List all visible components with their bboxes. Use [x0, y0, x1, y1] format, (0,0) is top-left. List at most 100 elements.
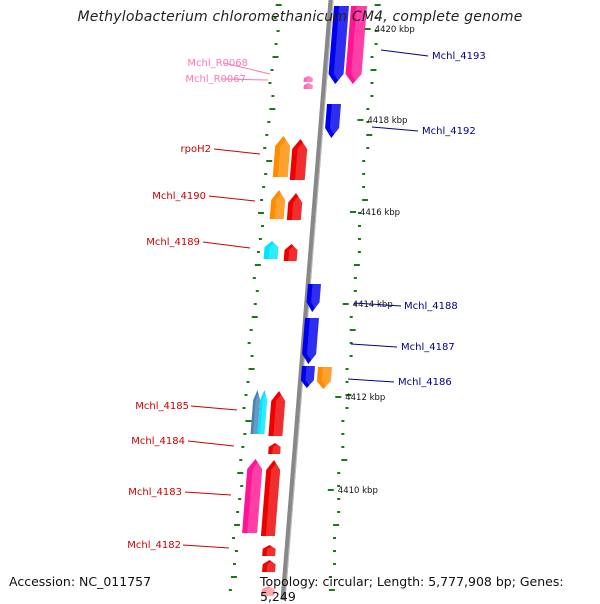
- scale-ticks: 4420 kbp 4418 kbp 4416 kbp 4414 kbp 4412 kbp…: [327, 25, 415, 496]
- accession-text: Accession: NC_011757: [9, 574, 152, 589]
- gc-tick: [232, 563, 236, 565]
- gc-tick: [251, 316, 258, 318]
- gc-tick: [271, 95, 275, 97]
- gene-label: Mchl_4192: [422, 126, 476, 137]
- gene-mchl-4183-b-shade: [265, 460, 286, 536]
- gc-tick: [260, 199, 264, 201]
- label-leader-line: [202, 241, 251, 249]
- gc-tick: [268, 82, 272, 84]
- gc-tick: [228, 589, 232, 591]
- gc-tick: [248, 368, 255, 370]
- gc-tick: [250, 355, 254, 357]
- label-leader-line: [347, 378, 395, 383]
- gc-tick: [274, 43, 278, 45]
- gc-tick: [345, 381, 349, 383]
- gc-tick: [240, 485, 244, 487]
- gene-mchl-4182-a-shade: [266, 545, 281, 556]
- gene-label: Mchl_4182: [127, 540, 181, 551]
- gc-tick: [236, 511, 240, 513]
- gc-tick: [267, 121, 271, 123]
- gene-mchl-4182-c-shade: [265, 586, 280, 596]
- scale-label: 4410 kbp: [338, 486, 378, 496]
- gc-tick: [349, 329, 356, 331]
- label-leader-line: [221, 78, 269, 81]
- gc-tick: [357, 251, 361, 253]
- gene-rpoh2-b-shade: [294, 139, 313, 180]
- gc-tick: [366, 121, 370, 123]
- gene-mchl-4182-b-shade: [266, 560, 281, 572]
- gene-label: Mchl_4184: [131, 436, 185, 447]
- scale-label: 4420 kbp: [375, 25, 415, 35]
- label-leader-line: [223, 62, 271, 75]
- gc-tick: [265, 134, 269, 136]
- gene-labels: Mchl_4193 Mchl_R0068 Mchl_R0067 Mchl_4192rp…: [127, 49, 486, 551]
- gc-tick-track: [228, 4, 381, 591]
- gene-label: Mchl_4189: [146, 237, 200, 248]
- gc-tick: [261, 225, 264, 227]
- gene-mchl-4187-shade: [307, 318, 324, 364]
- gene-label: Mchl_4183: [128, 487, 182, 498]
- gc-tick: [362, 160, 366, 162]
- gc-tick: [341, 459, 348, 461]
- gc-tick: [270, 69, 274, 71]
- gc-tick: [254, 264, 261, 266]
- gene-mchl-4193-pink-shade: [351, 6, 373, 84]
- gc-tick: [263, 147, 267, 149]
- gene-mchl-4192-shade: [329, 104, 346, 138]
- gc-tick: [256, 251, 260, 253]
- gene-mchl-4190-a-shade: [274, 190, 291, 219]
- label-leader-line: [350, 343, 398, 348]
- gene-label: Mchl_R0067: [185, 74, 246, 85]
- gc-tick: [246, 381, 250, 383]
- gc-tick: [273, 17, 277, 19]
- gc-tick: [264, 173, 268, 175]
- gene-mchl-4184-shade: [272, 443, 285, 454]
- scale-label: 4414 kbp: [353, 300, 393, 310]
- gc-tick: [358, 225, 361, 227]
- gc-tick: [255, 290, 259, 292]
- gene-label: Mchl_4190: [152, 191, 206, 202]
- gc-tick: [333, 524, 340, 526]
- gc-tick: [242, 407, 246, 409]
- gene-mchl-4189-b-shade: [288, 244, 303, 261]
- gc-tick: [345, 394, 352, 396]
- label-leader-line: [380, 49, 429, 57]
- gc-tick: [258, 212, 265, 214]
- gc-tick: [366, 147, 370, 149]
- gc-tick: [239, 459, 243, 461]
- gc-tick: [238, 498, 242, 500]
- gene-mchl-4186-a-shade: [305, 366, 320, 388]
- gc-tick: [245, 420, 252, 422]
- label-leader-line: [184, 491, 232, 496]
- gc-tick: [345, 368, 349, 370]
- gc-tick: [337, 498, 341, 500]
- gc-tick: [374, 30, 378, 32]
- gene-features: [242, 6, 373, 596]
- gc-tick: [374, 43, 378, 45]
- gc-tick: [362, 173, 366, 175]
- gc-tick: [370, 69, 377, 71]
- gene-rrna-r0068-shade: [306, 76, 316, 82]
- gc-tick: [230, 576, 237, 578]
- gc-tick: [247, 342, 251, 344]
- gene-label: rpoH2: [181, 144, 211, 155]
- map-title: Methylobacterium chloromethanicum CM4, c…: [77, 9, 523, 25]
- gc-tick: [362, 199, 369, 201]
- gc-tick: [341, 420, 345, 422]
- gc-tick: [252, 277, 256, 279]
- gc-tick: [341, 433, 345, 435]
- gc-tick: [243, 433, 247, 435]
- gc-tick: [345, 407, 349, 409]
- gc-tick: [357, 238, 361, 240]
- gc-tick: [374, 17, 378, 19]
- gc-tick: [341, 446, 345, 448]
- gene-label: Mchl_4187: [401, 342, 455, 353]
- gc-tick: [258, 238, 262, 240]
- gc-tick: [353, 290, 357, 292]
- scale-label: 4416 kbp: [360, 208, 400, 218]
- gene-label: Mchl_4193: [432, 51, 486, 62]
- gc-tick: [266, 160, 273, 162]
- gc-tick: [276, 30, 280, 32]
- gc-tick: [366, 134, 373, 136]
- gc-tick: [249, 329, 253, 331]
